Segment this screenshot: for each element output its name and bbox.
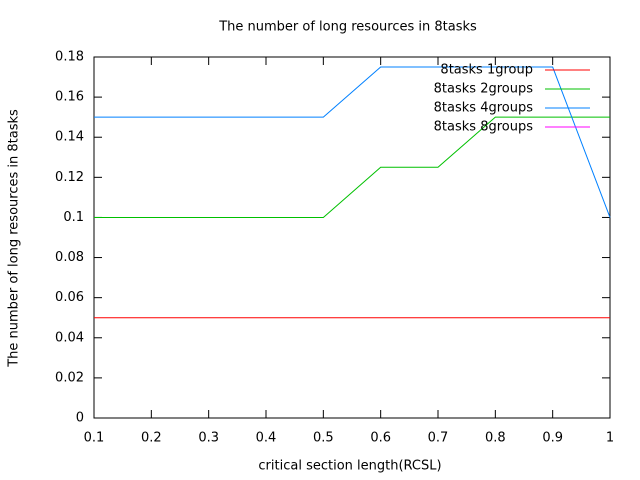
x-tick-label: 0.7	[428, 431, 449, 446]
legend-label: 8tasks 4groups	[434, 101, 534, 116]
x-axis-label: critical section length(RCSL)	[258, 459, 441, 474]
x-tick-label: 0.6	[370, 431, 391, 446]
y-tick-label: 0.14	[55, 130, 84, 145]
legend-label: 8tasks 8groups	[434, 120, 534, 135]
chart-title: The number of long resources in 8tasks	[218, 20, 477, 35]
plot-border	[93, 56, 611, 419]
x-tick-label: 0.8	[485, 431, 506, 446]
series-line	[94, 116, 610, 218]
y-tick-label: 0.16	[55, 90, 84, 105]
x-tick-label: 0.4	[256, 431, 277, 446]
y-tick-label: 0.12	[55, 170, 84, 185]
x-tick-label: 1	[606, 431, 614, 446]
y-tick-label: 0.08	[55, 250, 84, 265]
y-tick-label: 0.04	[55, 330, 84, 345]
y-tick-label: 0.02	[55, 370, 84, 385]
series-line	[94, 66, 611, 218]
y-tick-label: 0.1	[63, 210, 84, 225]
legend-label: 8tasks 2groups	[434, 82, 534, 97]
x-tick-label: 0.5	[313, 431, 334, 446]
y-axis-label: The number of long resources in 8tasks	[7, 109, 22, 368]
y-tick-label: 0	[76, 411, 84, 426]
legend-label: 8tasks 1group	[440, 63, 533, 78]
x-tick-label: 0.2	[141, 431, 162, 446]
x-tick-label: 0.1	[84, 431, 105, 446]
x-tick-label: 0.3	[198, 431, 219, 446]
y-tick-label: 0.18	[55, 50, 84, 65]
y-tick-label: 0.06	[55, 290, 84, 305]
x-tick-label: 0.9	[542, 431, 563, 446]
